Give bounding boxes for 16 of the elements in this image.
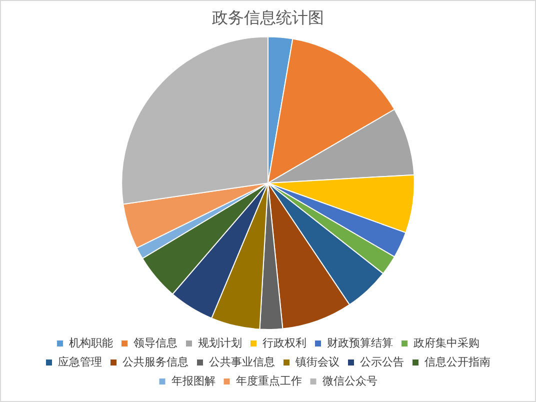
legend-label: 年度重点工作	[236, 374, 302, 388]
legend-label: 公共事业信息	[209, 355, 275, 368]
legend-label: 年报图解	[171, 374, 216, 388]
legend-label: 规划计划	[198, 336, 242, 350]
legend-label: 行政权利	[262, 336, 306, 350]
legend-label: 机构职能	[69, 336, 113, 350]
legend-label: 财政预算结算	[327, 336, 393, 350]
legend-label: 应急管理	[58, 355, 102, 368]
legend-label: 领导信息	[134, 336, 178, 350]
chart-title: 政务信息统计图	[212, 8, 324, 27]
legend-label: 公示公告	[360, 355, 404, 368]
legend-label: 公共服务信息	[122, 355, 188, 368]
legend-label: 微信公众号	[322, 374, 378, 388]
legend-label: 信息公开指南	[424, 355, 490, 368]
legend-label: 政府集中采购	[414, 336, 480, 350]
legend-label: 镇街会议	[294, 355, 340, 368]
